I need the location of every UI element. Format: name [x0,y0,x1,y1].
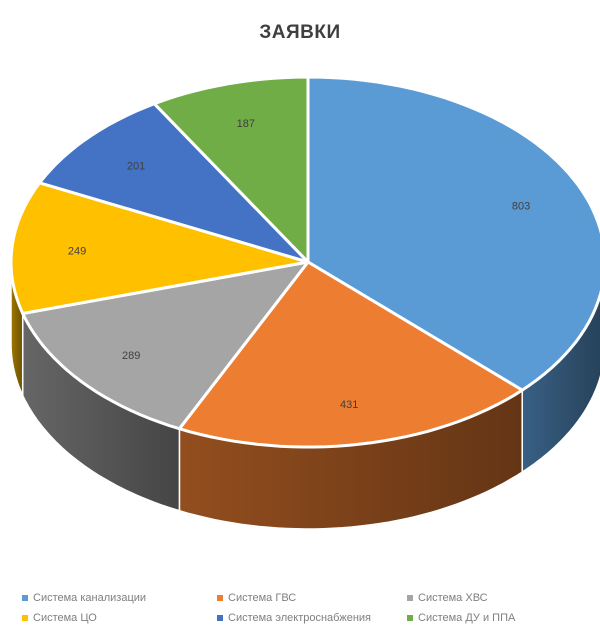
chart-title: ЗАЯВКИ [259,22,341,43]
legend-item-система-гвс: Система ГВС [217,592,407,604]
pie-slice-система-канализации [306,75,600,392]
legend-item-система-электроснабжения: Система электроснабжения [217,612,407,624]
legend-swatch [407,595,413,601]
legend-item-система-канализации: Система канализации [22,592,217,604]
data-label-система-хвс: 289 [122,350,140,362]
pie-slice-система-цо [9,181,310,315]
data-label-система-ду-и-ппа: 187 [237,118,255,130]
legend-swatch [22,595,28,601]
legend-label: Система ДУ и ППА [418,612,516,624]
legend-label: Система электроснабжения [228,612,371,624]
data-label-система-электроснабжения: 201 [127,160,145,172]
pie-slice-система-ду-и-ппа [152,75,310,264]
legend-swatch [217,595,223,601]
legend-label: Система ЦО [33,612,97,624]
legend-item-система-цо: Система ЦО [22,612,217,624]
pie-slice-система-электроснабжения [38,102,310,264]
pie-slice-система-гвс [177,260,524,449]
legend-swatch [407,615,413,621]
data-label-система-канализации: 803 [512,200,530,212]
data-label-система-цо: 249 [68,246,86,258]
pie-chart: 803 431 289 249 201 187 [9,75,600,530]
legend-label: Система ГВС [228,592,297,604]
data-label-система-гвс: 431 [340,399,358,411]
pie-data-labels: 803 431 289 249 201 187 [68,118,530,411]
pie-slices [9,75,600,449]
legend-label: Система ХВС [418,592,488,604]
legend-item-система-ду-и-ппа: Система ДУ и ППА [407,612,582,624]
legend-label: Система канализации [33,592,147,604]
pie-sides [10,262,600,530]
pie-slice-система-хвс [21,260,310,431]
legend-swatch [22,615,28,621]
legend-swatch [217,615,223,621]
legend-item-система-хвс: Система ХВС [407,592,582,604]
legend: Система канализации Система ГВС Система ХВ… [22,592,582,624]
